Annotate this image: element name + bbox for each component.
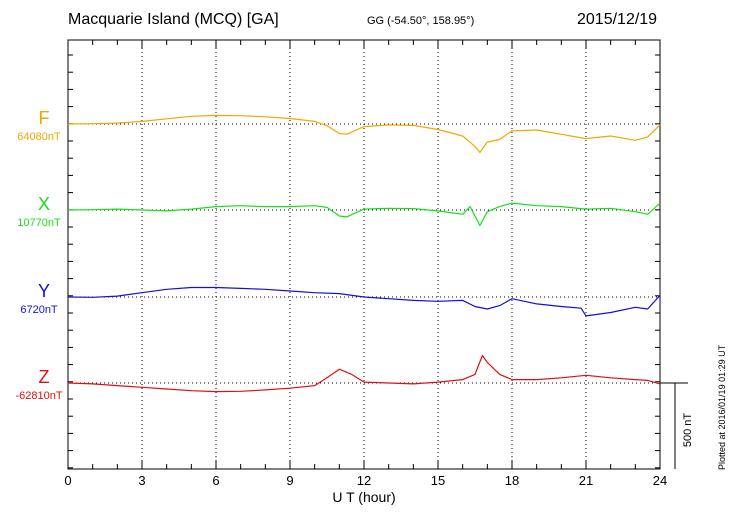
x-tick-label: 15 [431,473,445,488]
x-tick-label: 3 [138,473,145,488]
series-baseline-y: 6720nT [20,304,58,316]
series-line-f [67,114,661,153]
x-tick-label: 18 [505,473,519,488]
x-axis-label: U T (hour) [332,489,395,505]
station-coordinates: GG (-54.50°, 158.95°) [367,15,475,27]
series-line-z [67,354,661,393]
x-tick-label: 6 [212,473,219,488]
series-line-y [67,286,661,317]
x-tick-label: 0 [64,473,71,488]
x-tick-label: 24 [653,473,667,488]
x-tick-label: 12 [357,473,371,488]
plot-date: 2015/12/19 [577,11,658,28]
series-baseline-z: -62810nT [15,390,63,402]
series-label-f: F [38,108,50,128]
scale-bar-label: 500 nT [682,413,694,448]
series-label-y: Y [37,281,50,301]
plotted-timestamp: Plotted at 2016/01/19 01:29 UT [717,344,727,470]
x-tick-label: 21 [579,473,593,488]
page-title: Macquarie Island (MCQ) [GA] [68,11,279,28]
series-baseline-f: 64080nT [17,131,61,143]
x-tick-label: 9 [286,473,293,488]
series-line-x [67,202,661,227]
series-label-z: Z [38,367,50,387]
series-baseline-x: 10770nT [17,217,61,229]
series-label-x: X [37,194,50,214]
